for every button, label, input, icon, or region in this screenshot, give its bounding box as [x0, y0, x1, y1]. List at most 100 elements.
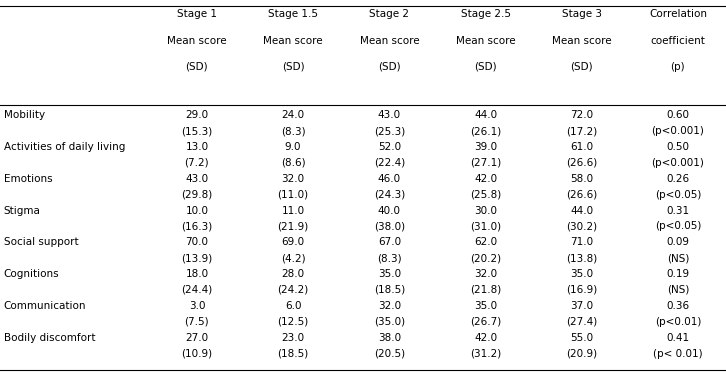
Text: (7.5): (7.5)	[184, 317, 209, 327]
Text: Stage 2.5: Stage 2.5	[460, 9, 510, 19]
Text: (SD): (SD)	[282, 62, 304, 72]
Text: 69.0: 69.0	[282, 237, 305, 248]
Text: (27.1): (27.1)	[470, 158, 501, 168]
Text: 30.0: 30.0	[474, 206, 497, 216]
Text: Stage 1: Stage 1	[177, 9, 217, 19]
Text: 70.0: 70.0	[185, 237, 208, 248]
Text: 0.19: 0.19	[666, 269, 690, 279]
Text: Cognitions: Cognitions	[4, 269, 60, 279]
Text: (25.8): (25.8)	[470, 190, 501, 200]
Text: (21.9): (21.9)	[277, 221, 309, 232]
Text: 0.36: 0.36	[666, 301, 690, 311]
Text: (12.5): (12.5)	[277, 317, 309, 327]
Text: (8.6): (8.6)	[281, 158, 306, 168]
Text: Communication: Communication	[4, 301, 86, 311]
Text: Stage 2: Stage 2	[370, 9, 409, 19]
Text: (25.3): (25.3)	[374, 126, 405, 136]
Text: Mean score: Mean score	[552, 36, 611, 46]
Text: 72.0: 72.0	[570, 110, 593, 120]
Text: (8.3): (8.3)	[377, 253, 401, 263]
Text: 11.0: 11.0	[282, 206, 305, 216]
Text: (NS): (NS)	[666, 253, 689, 263]
Text: 62.0: 62.0	[474, 237, 497, 248]
Text: (13.8): (13.8)	[566, 253, 597, 263]
Text: 0.31: 0.31	[666, 206, 690, 216]
Text: Stage 1.5: Stage 1.5	[268, 9, 318, 19]
Text: (22.4): (22.4)	[374, 158, 405, 168]
Text: (26.6): (26.6)	[566, 190, 597, 200]
Text: (24.3): (24.3)	[374, 190, 405, 200]
Text: Stigma: Stigma	[4, 206, 41, 216]
Text: (38.0): (38.0)	[374, 221, 405, 232]
Text: 38.0: 38.0	[378, 333, 401, 343]
Text: (16.3): (16.3)	[182, 221, 213, 232]
Text: 18.0: 18.0	[185, 269, 208, 279]
Text: 52.0: 52.0	[378, 142, 401, 152]
Text: (31.2): (31.2)	[470, 349, 501, 359]
Text: (p< 0.01): (p< 0.01)	[653, 349, 703, 359]
Text: (p<0.001): (p<0.001)	[651, 126, 704, 136]
Text: 13.0: 13.0	[185, 142, 208, 152]
Text: (26.7): (26.7)	[470, 317, 501, 327]
Text: 42.0: 42.0	[474, 333, 497, 343]
Text: (21.8): (21.8)	[470, 285, 501, 295]
Text: (8.3): (8.3)	[281, 126, 306, 136]
Text: 24.0: 24.0	[282, 110, 305, 120]
Text: (20.2): (20.2)	[470, 253, 501, 263]
Text: (24.4): (24.4)	[182, 285, 213, 295]
Text: (29.8): (29.8)	[182, 190, 213, 200]
Text: Bodily discomfort: Bodily discomfort	[4, 333, 95, 343]
Text: (20.5): (20.5)	[374, 349, 405, 359]
Text: 44.0: 44.0	[474, 110, 497, 120]
Text: 55.0: 55.0	[570, 333, 593, 343]
Text: 43.0: 43.0	[185, 174, 208, 184]
Text: (24.2): (24.2)	[277, 285, 309, 295]
Text: Correlation: Correlation	[649, 9, 707, 19]
Text: 32.0: 32.0	[282, 174, 305, 184]
Text: 0.26: 0.26	[666, 174, 690, 184]
Text: Mean score: Mean score	[264, 36, 323, 46]
Text: Mean score: Mean score	[456, 36, 515, 46]
Text: 28.0: 28.0	[282, 269, 305, 279]
Text: 23.0: 23.0	[282, 333, 305, 343]
Text: 0.41: 0.41	[666, 333, 690, 343]
Text: 0.50: 0.50	[666, 142, 690, 152]
Text: 44.0: 44.0	[570, 206, 593, 216]
Text: 37.0: 37.0	[570, 301, 593, 311]
Text: (7.2): (7.2)	[184, 158, 209, 168]
Text: 39.0: 39.0	[474, 142, 497, 152]
Text: (10.9): (10.9)	[182, 349, 213, 359]
Text: Mean score: Mean score	[359, 36, 419, 46]
Text: (18.5): (18.5)	[277, 349, 309, 359]
Text: 35.0: 35.0	[378, 269, 401, 279]
Text: (SD): (SD)	[186, 62, 208, 72]
Text: Mean score: Mean score	[167, 36, 227, 46]
Text: 67.0: 67.0	[378, 237, 401, 248]
Text: 10.0: 10.0	[185, 206, 208, 216]
Text: 42.0: 42.0	[474, 174, 497, 184]
Text: 35.0: 35.0	[474, 301, 497, 311]
Text: Emotions: Emotions	[4, 174, 52, 184]
Text: (26.6): (26.6)	[566, 158, 597, 168]
Text: (SD): (SD)	[378, 62, 401, 72]
Text: (16.9): (16.9)	[566, 285, 597, 295]
Text: 40.0: 40.0	[378, 206, 401, 216]
Text: (4.2): (4.2)	[281, 253, 306, 263]
Text: 46.0: 46.0	[378, 174, 401, 184]
Text: (p<0.05): (p<0.05)	[655, 221, 701, 232]
Text: (27.4): (27.4)	[566, 317, 597, 327]
Text: 61.0: 61.0	[570, 142, 593, 152]
Text: 43.0: 43.0	[378, 110, 401, 120]
Text: Social support: Social support	[4, 237, 78, 248]
Text: 6.0: 6.0	[285, 301, 301, 311]
Text: 9.0: 9.0	[285, 142, 301, 152]
Text: (SD): (SD)	[474, 62, 497, 72]
Text: (31.0): (31.0)	[470, 221, 501, 232]
Text: Stage 3: Stage 3	[562, 9, 602, 19]
Text: coefficient: coefficient	[650, 36, 706, 46]
Text: 27.0: 27.0	[185, 333, 208, 343]
Text: 32.0: 32.0	[474, 269, 497, 279]
Text: (26.1): (26.1)	[470, 126, 501, 136]
Text: (SD): (SD)	[571, 62, 593, 72]
Text: (30.2): (30.2)	[566, 221, 597, 232]
